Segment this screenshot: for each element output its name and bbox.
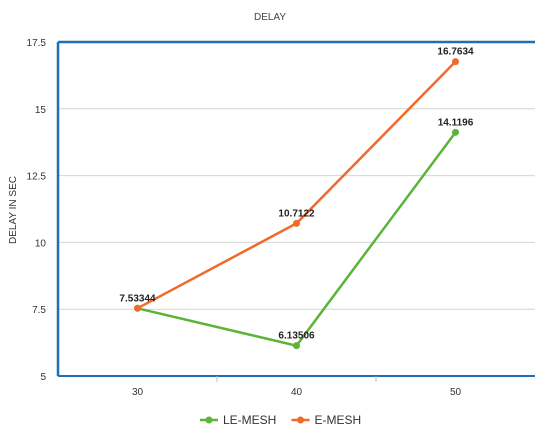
data-label: 6.13506 <box>278 331 315 342</box>
y-tick-labels: 5 7.5 10 12.5 15 17.5 <box>27 38 47 383</box>
legend-label: E-MESH <box>315 413 362 427</box>
y-tick-label: 10 <box>35 238 47 249</box>
data-point-le-mesh <box>293 342 300 350</box>
x-tick-labels: 30 40 50 <box>132 387 462 398</box>
legend-marker <box>205 416 213 424</box>
legend-item-le-mesh: LE-MESH <box>200 413 276 427</box>
data-label: 14.1196 <box>438 117 474 128</box>
y-axis-label: DELAY IN SEC <box>8 176 19 244</box>
x-tick-label: 50 <box>450 387 462 398</box>
chart-title: DELAY <box>254 12 286 23</box>
x-tick-label: 40 <box>291 387 303 398</box>
series-layer <box>134 58 459 350</box>
grid-lines <box>58 108 535 310</box>
legend: LE-MESH E-MESH <box>200 413 361 427</box>
y-tick-label: 12.5 <box>27 172 47 183</box>
series-line-le-mesh <box>137 131 457 348</box>
data-label: 10.7122 <box>278 208 315 219</box>
plot-frame <box>56 40 535 382</box>
data-labels: 6.13506 14.1196 7.53344 10.7122 16.7634 <box>119 47 474 342</box>
legend-item-e-mesh: E-MESH <box>291 413 362 427</box>
data-point-e-mesh <box>293 219 300 227</box>
legend-marker <box>297 416 304 424</box>
data-point-e-mesh <box>452 58 459 66</box>
series-line-e-mesh <box>136 60 457 310</box>
data-label: 16.7634 <box>437 47 474 58</box>
data-point-e-mesh <box>134 304 141 312</box>
y-tick-label: 7.5 <box>32 305 46 316</box>
data-point-le-mesh <box>452 128 459 136</box>
y-tick-label: 17.5 <box>27 38 47 49</box>
legend-label: LE-MESH <box>223 413 276 427</box>
x-tick-label: 30 <box>132 387 144 398</box>
data-label: 7.53344 <box>119 293 156 304</box>
y-tick-label: 15 <box>35 105 47 116</box>
y-tick-label: 5 <box>40 372 46 383</box>
